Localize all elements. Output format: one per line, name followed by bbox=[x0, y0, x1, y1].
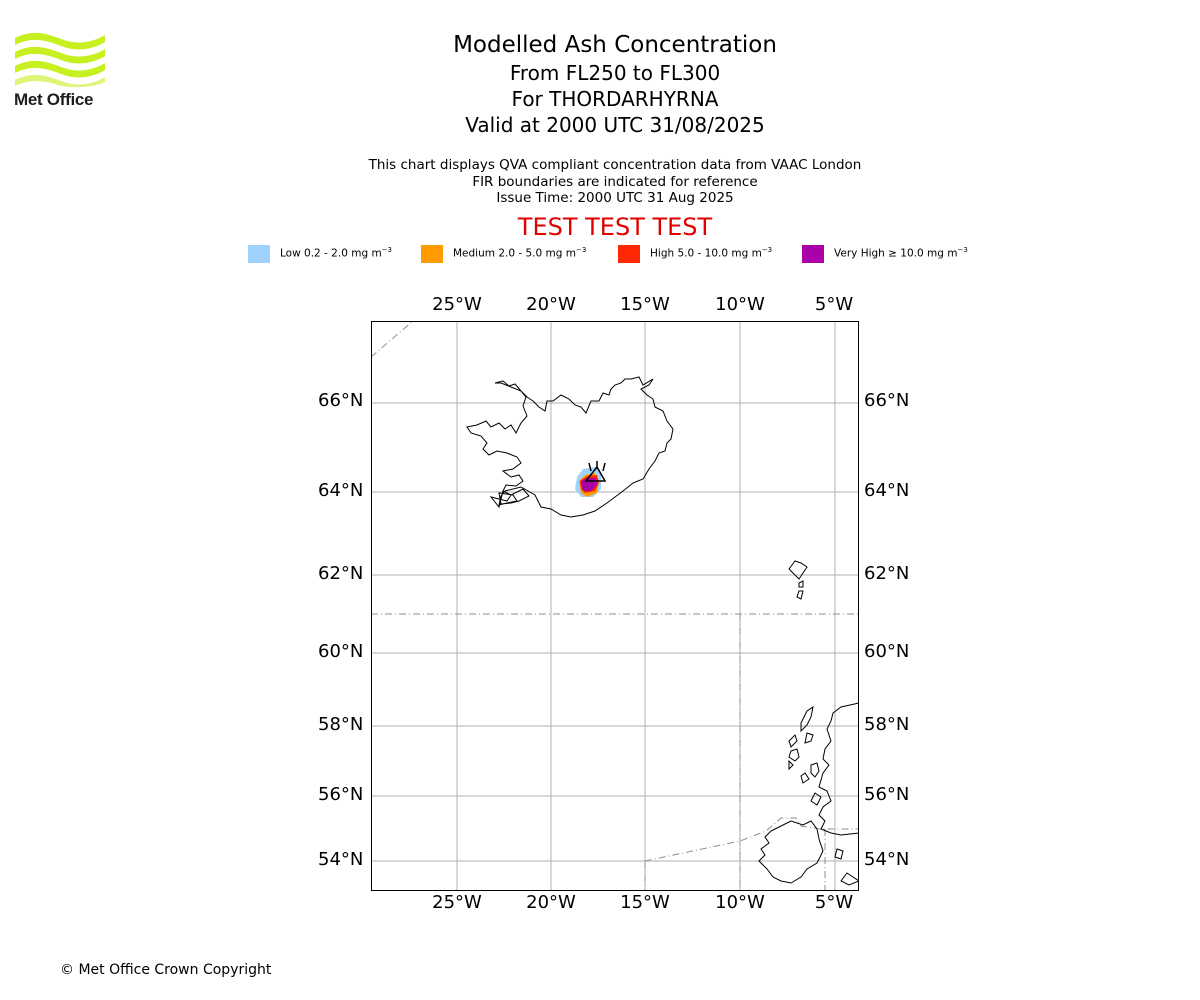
legend-swatch-very-high bbox=[802, 245, 824, 263]
lat-tick-left-66n: 66°N bbox=[318, 390, 364, 411]
lat-tick-left-58n: 58°N bbox=[318, 714, 364, 735]
lon-tick-bottom-5w: 5°W bbox=[814, 892, 854, 913]
fir-note: FIR boundaries are indicated for referen… bbox=[472, 173, 758, 190]
lat-tick-left-62n: 62°N bbox=[318, 563, 364, 584]
iceland-coastline bbox=[466, 376, 674, 518]
legend-swatch-medium bbox=[421, 245, 443, 263]
ireland-coastline bbox=[758, 820, 824, 884]
lat-tick-right-62n: 62°N bbox=[864, 563, 910, 584]
qva-note: This chart displays QVA compliant concen… bbox=[368, 157, 862, 173]
met-office-waves-icon bbox=[15, 32, 105, 88]
level-range: From FL250 to FL300 bbox=[509, 61, 721, 85]
ash-map[interactable] bbox=[371, 321, 859, 891]
lat-tick-left-56n: 56°N bbox=[318, 784, 364, 805]
lat-tick-left-64n: 64°N bbox=[318, 480, 364, 501]
lat-tick-left-54n: 54°N bbox=[318, 849, 364, 870]
legend-item-very-high: Very High ≥ 10.0 mg m−3 bbox=[802, 244, 1002, 264]
logo-text: Met Office bbox=[14, 90, 94, 109]
legend-label-high: High 5.0 - 10.0 mg m bbox=[650, 247, 762, 260]
lon-tick-bottom-20w: 20°W bbox=[526, 892, 576, 913]
ash-plume bbox=[575, 467, 601, 497]
volcano-name: For THORDARHYRNA bbox=[511, 87, 719, 111]
lon-tick-top-15w: 15°W bbox=[620, 294, 670, 315]
lat-tick-right-54n: 54°N bbox=[864, 849, 910, 870]
lon-tick-bottom-15w: 15°W bbox=[620, 892, 670, 913]
issue-time: Issue Time: 2000 UTC 31 Aug 2025 bbox=[496, 190, 734, 206]
uk-coastline bbox=[818, 702, 859, 886]
lat-tick-right-60n: 60°N bbox=[864, 641, 910, 662]
chart-notes: This chart displays QVA compliant concen… bbox=[300, 157, 930, 207]
lon-tick-top-20w: 20°W bbox=[526, 294, 576, 315]
legend-label-very-high: Very High ≥ 10.0 mg m bbox=[834, 247, 958, 260]
faroe-islands bbox=[788, 560, 808, 600]
lat-tick-right-66n: 66°N bbox=[864, 390, 910, 411]
lat-tick-right-56n: 56°N bbox=[864, 784, 910, 805]
legend-swatch-low bbox=[248, 245, 270, 263]
met-office-logo: Met Office bbox=[14, 30, 108, 112]
legend-item-high: High 5.0 - 10.0 mg m−3 bbox=[618, 244, 798, 264]
fir-boundaries bbox=[371, 321, 859, 891]
legend-label-low: Low 0.2 - 2.0 mg m bbox=[280, 247, 382, 260]
map-gridlines bbox=[371, 321, 859, 891]
legend-label-medium: Medium 2.0 - 5.0 mg m bbox=[453, 247, 576, 260]
test-banner: TEST TEST TEST bbox=[517, 213, 713, 241]
valid-time: Valid at 2000 UTC 31/08/2025 bbox=[465, 113, 765, 137]
scottish-islands bbox=[788, 705, 844, 860]
lon-tick-top-25w: 25°W bbox=[432, 294, 482, 315]
lon-tick-top-10w: 10°W bbox=[715, 294, 765, 315]
legend-item-medium: Medium 2.0 - 5.0 mg m−3 bbox=[421, 244, 611, 264]
legend-swatch-high bbox=[618, 245, 640, 263]
page-title: Modelled Ash Concentration bbox=[453, 32, 777, 58]
lat-tick-right-58n: 58°N bbox=[864, 714, 910, 735]
legend-item-low: Low 0.2 - 2.0 mg m−3 bbox=[248, 244, 418, 264]
lon-tick-bottom-10w: 10°W bbox=[715, 892, 765, 913]
lon-tick-top-5w: 5°W bbox=[814, 294, 854, 315]
copyright-notice: © Met Office Crown Copyright bbox=[60, 962, 272, 978]
lon-tick-bottom-25w: 25°W bbox=[432, 892, 482, 913]
map-frame bbox=[371, 321, 859, 891]
chart-header: Modelled Ash Concentration From FL250 to… bbox=[300, 30, 930, 138]
lat-tick-right-64n: 64°N bbox=[864, 480, 910, 501]
volcano-icon bbox=[584, 461, 607, 482]
lat-tick-left-60n: 60°N bbox=[318, 641, 364, 662]
